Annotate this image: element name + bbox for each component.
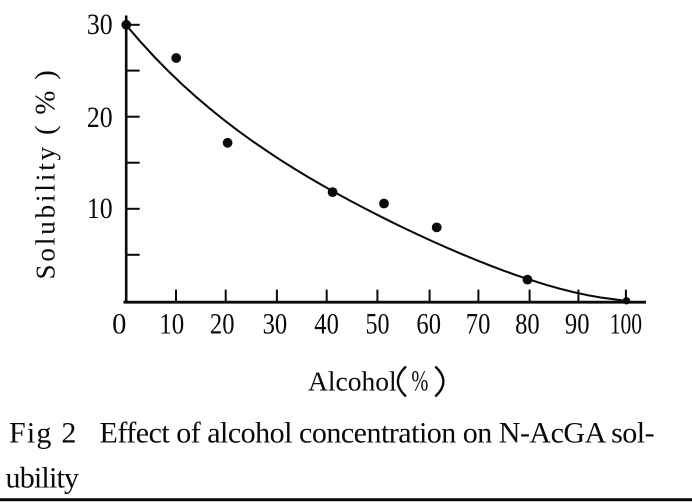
svg-text:50: 50 xyxy=(366,307,390,340)
svg-text:Effect of alcohol concentratio: Effect of alcohol concentration on N-AcG… xyxy=(100,417,655,450)
svg-text:20: 20 xyxy=(87,101,113,134)
svg-text:ubility: ubility xyxy=(6,462,80,495)
svg-text:0: 0 xyxy=(112,308,126,341)
svg-text:40: 40 xyxy=(314,307,339,340)
svg-text:%: % xyxy=(411,364,428,398)
svg-text:30: 30 xyxy=(263,307,288,340)
svg-text:60: 60 xyxy=(416,307,441,340)
svg-text:Alcohol: Alcohol xyxy=(308,366,397,397)
svg-text:10: 10 xyxy=(159,306,184,340)
svg-text:90: 90 xyxy=(565,307,590,340)
svg-text:10: 10 xyxy=(87,192,113,225)
svg-text:20: 20 xyxy=(210,307,235,340)
svg-text:30: 30 xyxy=(87,8,113,41)
svg-text:70: 70 xyxy=(466,307,491,340)
svg-text:Solubility ( % ): Solubility ( % ) xyxy=(30,69,62,280)
svg-text:100: 100 xyxy=(610,307,642,340)
svg-text:80: 80 xyxy=(515,307,540,340)
svg-text:Fig 2: Fig 2 xyxy=(9,417,78,450)
